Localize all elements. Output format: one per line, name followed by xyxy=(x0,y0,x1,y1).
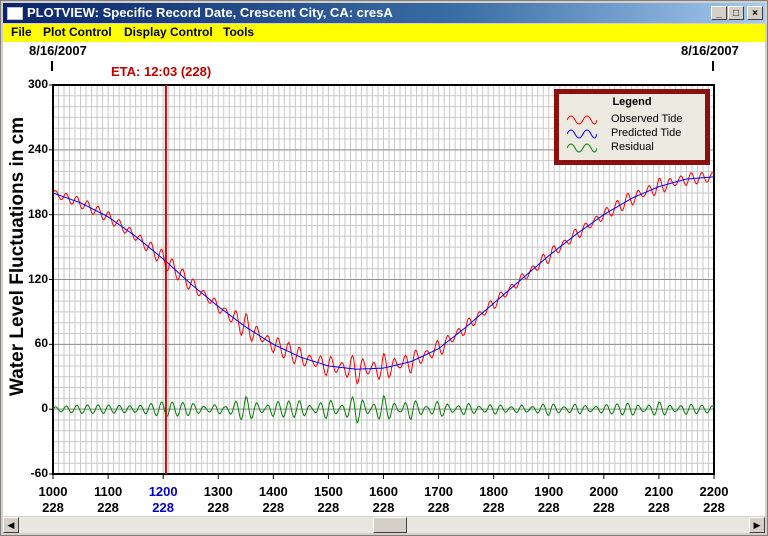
legend-panel: Legend Observed Tide Predicted Tide Resi… xyxy=(559,94,705,160)
x-tick-label: 2000 228 xyxy=(584,484,624,516)
residual-swatch-icon xyxy=(567,143,597,153)
x-tick-time: 2200 xyxy=(699,484,729,499)
x-tick-day: 228 xyxy=(262,500,285,515)
y-tick-label: 120 xyxy=(27,271,48,286)
legend-item-residual: Residual xyxy=(567,141,703,155)
x-tick-day: 228 xyxy=(592,500,615,515)
minimize-button[interactable]: _ xyxy=(711,6,727,20)
x-tick-day: 228 xyxy=(207,500,230,515)
menu-file[interactable]: File xyxy=(11,25,32,39)
legend-label-residual: Residual xyxy=(611,141,654,153)
eta-label: ETA: 12:03 (228) xyxy=(111,64,212,79)
legend-label-predicted: Predicted Tide xyxy=(611,127,682,139)
x-tick-time: 1800 xyxy=(479,484,509,499)
x-tick-label: 2100 228 xyxy=(639,484,679,516)
x-tick-day: 228 xyxy=(97,500,119,515)
x-tick-day: 228 xyxy=(42,500,64,515)
x-tick-day: 228 xyxy=(703,500,725,515)
x-tick-day: 228 xyxy=(537,500,560,515)
x-tick-label: 1200 228 xyxy=(143,484,183,516)
x-tick-time: 1900 xyxy=(534,484,564,499)
x-tick-day: 228 xyxy=(427,500,450,515)
x-tick-time: 1100 xyxy=(93,484,123,499)
x-tick-label: 2200 228 xyxy=(694,484,734,516)
legend: Legend Observed Tide Predicted Tide Resi… xyxy=(554,89,710,165)
legend-item-predicted: Predicted Tide xyxy=(567,127,703,141)
plot-area: 8/16/2007 8/16/2007 ETA: 12:03 (228) Wat… xyxy=(3,42,765,516)
x-tick-label: 1500 228 xyxy=(308,484,348,516)
x-tick-label: 1400 228 xyxy=(253,484,293,516)
maximize-button[interactable]: □ xyxy=(728,6,744,20)
horizontal-scrollbar[interactable]: ◀ ▶ xyxy=(3,517,765,533)
start-date-label: 8/16/2007 xyxy=(29,43,87,58)
legend-item-observed: Observed Tide xyxy=(567,113,703,127)
predicted-swatch-icon xyxy=(567,129,597,139)
y-tick-label: 0 xyxy=(41,401,48,416)
x-tick-time: 1200 xyxy=(148,484,178,499)
x-tick-label: 1100 228 xyxy=(88,484,128,516)
series-line-predicted-tide xyxy=(52,176,715,370)
series-line-residual xyxy=(52,394,715,424)
x-tick-label: 1600 228 xyxy=(364,484,404,516)
x-tick-time: 1300 xyxy=(203,484,233,499)
x-tick-label: 1300 228 xyxy=(198,484,238,516)
legend-label-observed: Observed Tide xyxy=(611,113,683,125)
y-tick-label: 180 xyxy=(27,206,48,221)
y-tick-label: 60 xyxy=(34,336,48,351)
window-title: PLOTVIEW: Specific Record Date, Crescent… xyxy=(27,5,393,20)
x-tick-label: 1700 228 xyxy=(419,484,459,516)
y-tick-label: 300 xyxy=(27,77,48,91)
x-tick-label: 1800 228 xyxy=(474,484,514,516)
y-tick-label: -60 xyxy=(30,466,48,480)
x-tick-time: 1600 xyxy=(369,484,398,499)
scroll-right-icon[interactable]: ▶ xyxy=(749,517,765,533)
x-tick-day: 228 xyxy=(152,500,174,515)
x-tick-time: 1700 xyxy=(424,484,454,499)
menu-bar: File Plot Control Display Control Tools xyxy=(3,24,765,42)
x-tick-time: 1400 xyxy=(258,484,288,499)
app-icon xyxy=(7,7,23,20)
y-tick-label: 240 xyxy=(27,141,48,156)
start-date-tick xyxy=(51,61,53,71)
legend-title: Legend xyxy=(612,96,652,108)
x-tick-time: 2000 xyxy=(589,484,619,499)
x-tick-label: 1000 228 xyxy=(33,484,73,516)
scroll-left-icon[interactable]: ◀ xyxy=(3,517,19,533)
x-tick-day: 228 xyxy=(648,500,670,515)
x-tick-day: 228 xyxy=(317,500,340,515)
x-tick-day: 228 xyxy=(482,500,505,515)
close-button[interactable]: × xyxy=(747,6,763,20)
menu-plot-control[interactable]: Plot Control xyxy=(43,25,112,39)
x-tick-day: 228 xyxy=(372,500,395,515)
menu-display-control[interactable]: Display Control xyxy=(124,25,213,39)
end-date-tick xyxy=(712,61,714,71)
observed-swatch-icon xyxy=(567,115,597,125)
end-date-label: 8/16/2007 xyxy=(681,43,739,58)
title-bar[interactable]: PLOTVIEW: Specific Record Date, Crescent… xyxy=(3,3,765,23)
menu-tools[interactable]: Tools xyxy=(223,25,255,39)
series-line-observed-tide xyxy=(52,171,715,385)
x-tick-label: 1900 228 xyxy=(529,484,569,516)
x-tick-time: 1500 xyxy=(313,484,343,499)
scroll-thumb[interactable] xyxy=(373,517,407,533)
x-tick-time: 2100 xyxy=(644,484,674,499)
x-tick-time: 1000 xyxy=(38,484,68,499)
